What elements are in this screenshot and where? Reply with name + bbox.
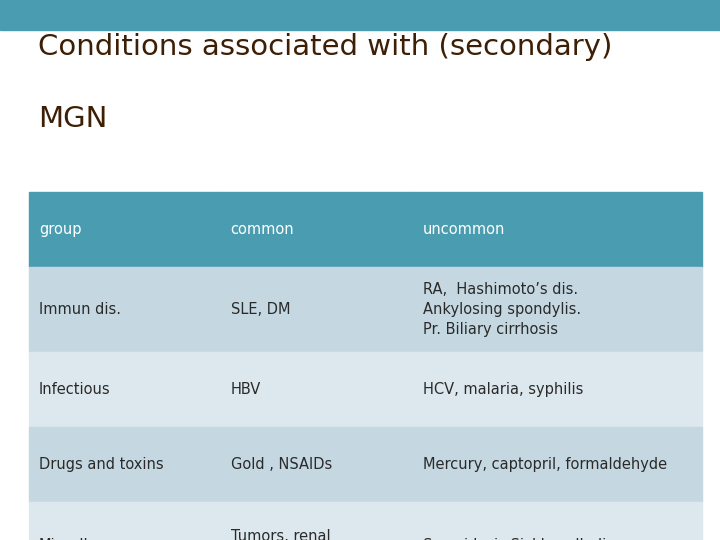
Text: Tumors, renal
transplant: Tumors, renal transplant [230, 529, 330, 540]
Text: Gold , NSAIDs: Gold , NSAIDs [230, 457, 332, 472]
Text: Drugs and toxins: Drugs and toxins [39, 457, 163, 472]
Text: Immun dis.: Immun dis. [39, 302, 121, 317]
Text: HCV, malaria, syphilis: HCV, malaria, syphilis [423, 382, 583, 397]
Text: Miscellaous: Miscellaous [39, 538, 123, 540]
Text: Sarcoidosis,Sickle cell  dis.: Sarcoidosis,Sickle cell dis. [423, 538, 618, 540]
Text: group: group [39, 222, 81, 237]
Text: RA,  Hashimoto’s dis.
Ankylosing spondylis.
Pr. Biliary cirrhosis: RA, Hashimoto’s dis. Ankylosing spondyli… [423, 282, 580, 337]
Text: Infectious: Infectious [39, 382, 110, 397]
Text: MGN: MGN [38, 105, 107, 133]
Text: common: common [230, 222, 294, 237]
Text: Mercury, captopril, formaldehyde: Mercury, captopril, formaldehyde [423, 457, 667, 472]
Text: HBV: HBV [230, 382, 261, 397]
Text: Conditions associated with (secondary): Conditions associated with (secondary) [38, 33, 613, 61]
Text: uncommon: uncommon [423, 222, 505, 237]
Text: SLE, DM: SLE, DM [230, 302, 290, 317]
